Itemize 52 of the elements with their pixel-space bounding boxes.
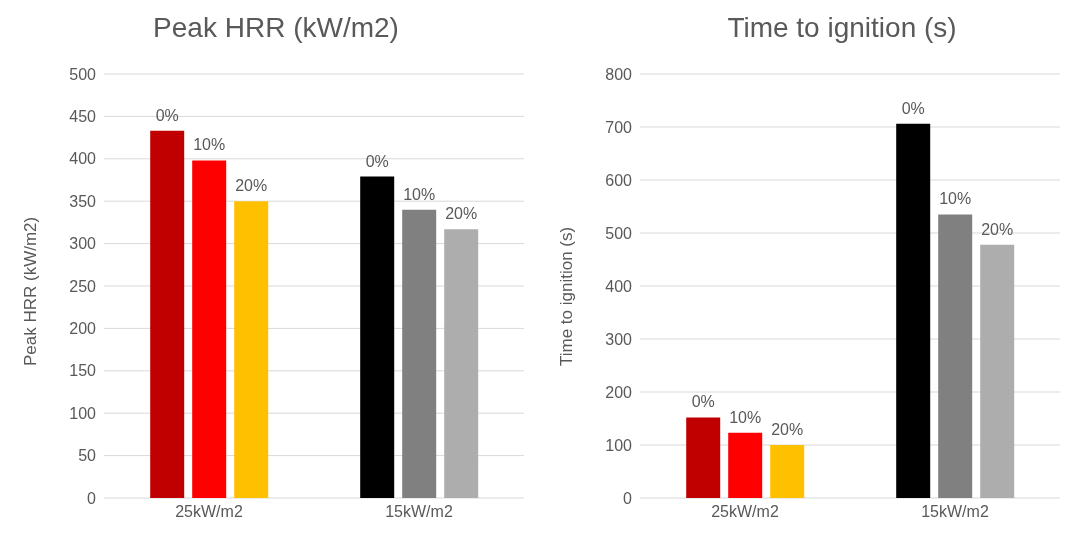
bar (728, 432, 763, 498)
bar (150, 130, 185, 498)
x-tick-label: 25kW/m2 (175, 503, 243, 521)
text: 0% (365, 152, 389, 170)
bar (896, 123, 931, 498)
text: 0% (901, 99, 925, 117)
series-label: 10% (729, 408, 762, 426)
y-tick-label: 450 (69, 108, 97, 126)
y-tick-label: 500 (69, 65, 97, 83)
series-label: 0% (155, 106, 179, 124)
bar (980, 244, 1015, 498)
y-axis-title: Peak HRR (kW/m2) (21, 216, 41, 366)
text: 10% (939, 190, 972, 208)
x-tick-label: 25kW/m2 (711, 503, 779, 521)
y-tick-label: 300 (605, 330, 633, 348)
series-label: 20% (235, 177, 268, 195)
series-label: 0% (691, 393, 715, 411)
y-tick-label: 600 (605, 171, 633, 189)
bar (192, 160, 227, 498)
y-tick-label: 200 (605, 383, 633, 401)
text: 20% (981, 220, 1014, 238)
y-tick-label: 400 (69, 150, 97, 168)
series-label: 20% (771, 421, 804, 438)
bar (444, 229, 479, 498)
y-tick-label: 250 (69, 277, 97, 295)
y-tick-label: 100 (605, 436, 633, 454)
y-tick-label: 500 (605, 224, 633, 242)
y-tick-label: 0 (623, 489, 633, 507)
y-tick-label: 200 (69, 320, 97, 338)
y-tick-label: 150 (69, 362, 97, 380)
y-tick-label: 0 (87, 489, 97, 507)
bar (234, 201, 269, 498)
y-tick-label: 400 (605, 277, 633, 295)
x-tick-label: 15kW/m2 (385, 503, 453, 521)
bar (360, 176, 395, 498)
x-tick-label: 15kW/m2 (921, 503, 989, 521)
y-tick-label: 700 (605, 118, 633, 136)
text: 10% (403, 185, 436, 203)
bar (770, 445, 805, 498)
chart-title: Time to ignition (s) (726, 12, 958, 44)
series-label: 10% (193, 136, 226, 154)
text: 20% (445, 205, 478, 223)
chart-title: Peak HRR (kW/m2) (152, 12, 400, 44)
y-axis-title: Time to ignition (s) (557, 226, 577, 366)
y-tick-label: 350 (69, 192, 97, 210)
y-tick-label: 50 (78, 447, 97, 465)
y-tick-label: 100 (69, 404, 97, 422)
bar (938, 214, 973, 498)
y-tick-label: 800 (605, 65, 633, 83)
y-tick-label: 300 (69, 235, 97, 253)
bar (402, 209, 437, 498)
bar (686, 417, 721, 498)
